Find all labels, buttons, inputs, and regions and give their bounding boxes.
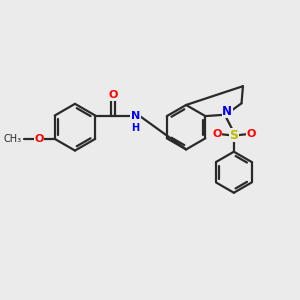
- Text: O: O: [34, 134, 44, 144]
- Text: S: S: [229, 129, 238, 142]
- Text: N: N: [222, 105, 232, 118]
- Text: O: O: [108, 90, 118, 100]
- Text: O: O: [212, 129, 221, 139]
- Text: CH₃: CH₃: [4, 134, 22, 144]
- Text: N: N: [131, 110, 140, 121]
- Text: O: O: [246, 129, 256, 139]
- Text: H: H: [132, 123, 140, 133]
